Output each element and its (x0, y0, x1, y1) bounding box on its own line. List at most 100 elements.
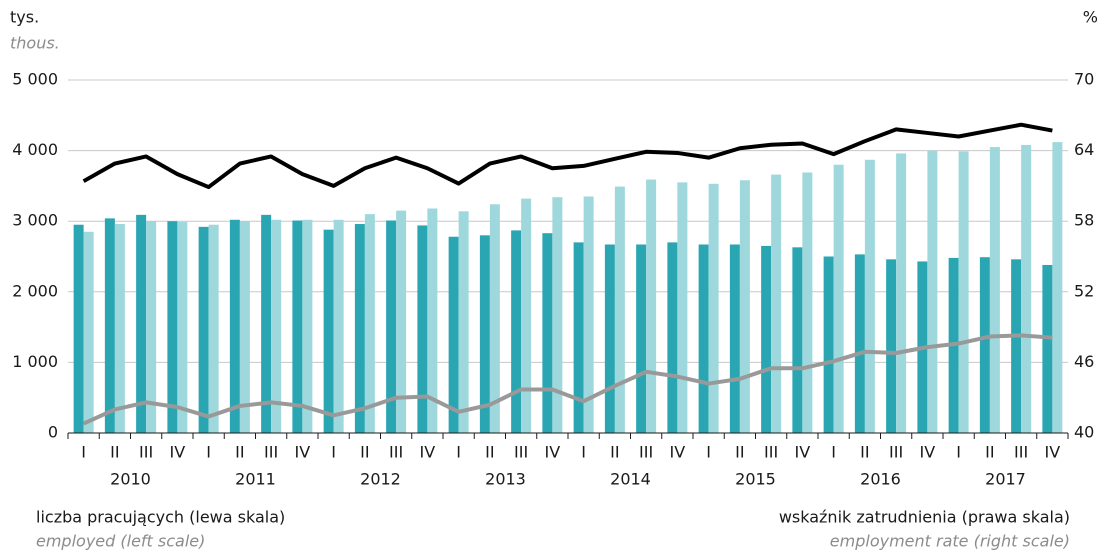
y2-tick-label: 52 (1074, 281, 1094, 300)
year-label: 2016 (860, 470, 901, 489)
bar (614, 186, 625, 433)
bar (146, 221, 157, 433)
bar (396, 210, 407, 433)
year-label: 2010 (110, 470, 151, 489)
bar (167, 221, 178, 433)
x-tick-label: III (889, 443, 903, 462)
left-unit-en: thous. (10, 34, 60, 53)
bar (802, 172, 813, 433)
line (82, 333, 1053, 426)
bar (177, 221, 188, 433)
bar (114, 224, 125, 433)
x-tick-label: III (1014, 443, 1028, 462)
bar (239, 221, 250, 433)
bar (708, 183, 719, 433)
year-label: 2012 (360, 470, 401, 489)
x-tick-label: II (110, 443, 119, 462)
x-tick-label: II (235, 443, 244, 462)
bar (354, 224, 365, 433)
x-tick-label: IV (295, 443, 311, 462)
x-tick-label: I (331, 443, 336, 462)
bar (636, 244, 647, 433)
x-tick-label: IV (795, 443, 811, 462)
bar (1052, 142, 1063, 434)
line (82, 122, 1053, 190)
y2-tick-label: 40 (1074, 423, 1094, 442)
bar (323, 229, 334, 433)
x-tick-label: I (581, 443, 586, 462)
x-tick-label: III (139, 443, 153, 462)
bar (573, 242, 584, 433)
bar (208, 224, 219, 433)
bar (489, 204, 500, 433)
bar (771, 174, 782, 433)
bar (552, 197, 563, 433)
bar (136, 214, 147, 433)
year-label: 2014 (610, 470, 651, 489)
right-legend: wskaźnik zatrudnienia (prawa skala) (779, 508, 1070, 527)
bar (896, 153, 907, 433)
x-tick-label: IV (170, 443, 186, 462)
y-tick-label: 2 000 (12, 281, 58, 300)
bar (886, 259, 897, 433)
bar (511, 230, 522, 433)
x-tick-label: IV (920, 443, 936, 462)
x-tick-label: III (264, 443, 278, 462)
bar (833, 164, 844, 433)
bar (739, 180, 750, 433)
bar (73, 224, 84, 433)
bar (364, 214, 375, 433)
right-unit: % (1083, 8, 1098, 27)
bar (792, 247, 803, 433)
right-legend-en: employment rate (right scale) (830, 532, 1070, 551)
bar (427, 208, 438, 433)
x-tick-label: II (360, 443, 369, 462)
bar (729, 244, 740, 433)
bar (271, 219, 282, 433)
bar (698, 244, 709, 433)
x-tick-label: I (81, 443, 86, 462)
x-tick-label: III (639, 443, 653, 462)
y-tick-label: 4 000 (12, 140, 58, 159)
bar (292, 220, 303, 433)
x-tick-label: IV (545, 443, 561, 462)
bar (646, 179, 657, 433)
x-tick-label: III (514, 443, 528, 462)
bar (979, 257, 990, 433)
y2-tick-label: 46 (1074, 352, 1094, 371)
left-legend-en: employed (left scale) (36, 532, 205, 551)
bar (458, 211, 469, 433)
year-label: 2013 (485, 470, 526, 489)
y2-tick-label: 58 (1074, 211, 1094, 230)
year-label: 2011 (235, 470, 276, 489)
bar (761, 245, 772, 433)
y-tick-label: 5 000 (12, 70, 58, 89)
x-tick-label: I (831, 443, 836, 462)
x-tick-label: IV (420, 443, 436, 462)
bar (521, 198, 532, 433)
bar (1042, 264, 1053, 433)
bar (1021, 144, 1032, 433)
bar (198, 226, 209, 433)
bar (989, 147, 1000, 433)
x-tick-label: II (485, 443, 494, 462)
x-tick-label: II (735, 443, 744, 462)
x-tick-label: II (860, 443, 869, 462)
bar (583, 196, 594, 433)
x-tick-label: IV (670, 443, 686, 462)
year-label: 2015 (735, 470, 776, 489)
bar (958, 151, 969, 433)
bar (417, 225, 428, 433)
bar (823, 256, 834, 433)
x-tick-label: I (206, 443, 211, 462)
bar (667, 242, 678, 433)
x-tick-label: I (456, 443, 461, 462)
bar (542, 233, 553, 433)
x-tick-label: I (706, 443, 711, 462)
bar (83, 231, 94, 433)
x-tick-label: I (956, 443, 961, 462)
x-tick-label: III (764, 443, 778, 462)
bar (261, 214, 272, 433)
bar (302, 219, 313, 433)
